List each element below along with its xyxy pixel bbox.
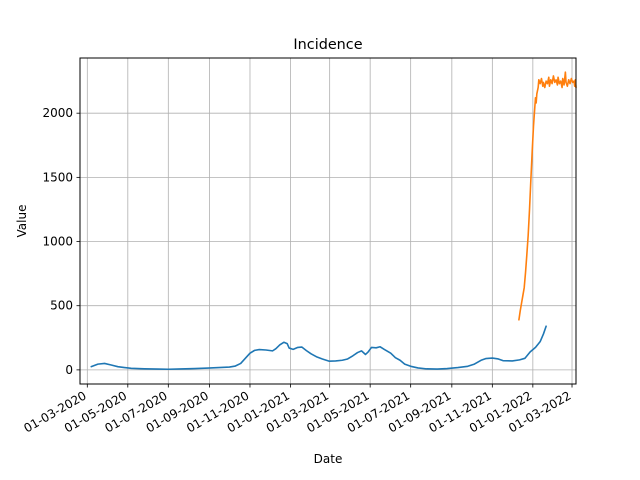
y-tick-label: 1500 bbox=[42, 170, 73, 184]
y-tick-label: 1000 bbox=[42, 235, 73, 249]
plot-frame bbox=[79, 57, 577, 385]
y-tick-label: 500 bbox=[50, 299, 73, 313]
x-axis-label: Date bbox=[314, 452, 343, 466]
series-layer bbox=[90, 71, 577, 371]
series-line-2 bbox=[518, 71, 577, 321]
y-axis: 0 500 1000 1500 2000 bbox=[42, 106, 80, 377]
chart-title: Incidence bbox=[293, 37, 362, 53]
series-line-1 bbox=[90, 325, 547, 371]
y-tick-label: 0 bbox=[65, 363, 73, 377]
grid bbox=[80, 58, 576, 384]
y-axis-label: Value bbox=[15, 205, 29, 238]
y-tick-label: 2000 bbox=[42, 106, 73, 120]
